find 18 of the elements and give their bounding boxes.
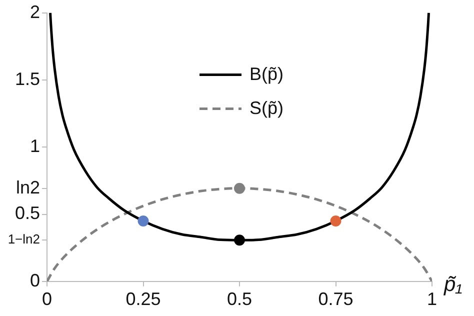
x-tick-label: 0.75 xyxy=(318,289,354,310)
y-tick-label: 2 xyxy=(30,2,40,22)
point xyxy=(234,182,245,194)
y-tick-label: 0 xyxy=(30,270,40,290)
y-tick-label: 0.5 xyxy=(14,203,40,224)
x-axis-title: p̃₁ xyxy=(443,273,463,296)
y-tick-label: 1.5 xyxy=(14,68,40,89)
x-tick-label: 1 xyxy=(426,289,438,310)
legend-label: B(p̃) xyxy=(250,64,284,84)
x-tick-label: 0.5 xyxy=(226,289,252,310)
point xyxy=(330,215,342,226)
y-tick-label: ln2 xyxy=(16,177,40,198)
x-tick-label: 0.25 xyxy=(126,289,161,310)
point xyxy=(234,234,245,246)
point xyxy=(138,215,149,226)
y-tick-label: 1−ln2 xyxy=(8,232,40,247)
legend-label: S(p̃) xyxy=(250,98,284,118)
y-tick-label: 1 xyxy=(30,136,40,156)
